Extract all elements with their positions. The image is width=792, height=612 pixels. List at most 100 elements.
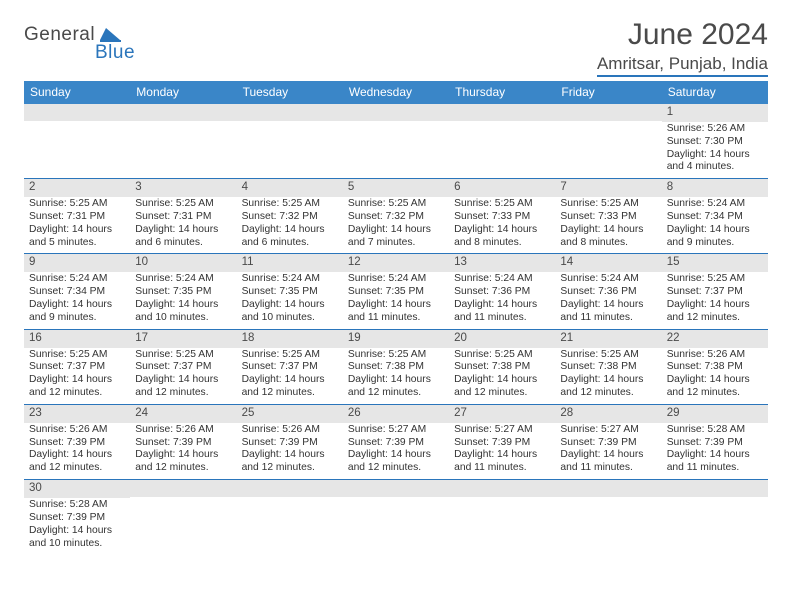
detail-line: Sunrise: 5:26 AM [242, 424, 339, 437]
detail-line: Daylight: 14 hours [242, 224, 339, 237]
day-number: 24 [130, 405, 236, 423]
day-1: 1Sunrise: 5:26 AMSunset: 7:30 PMDaylight… [662, 104, 768, 178]
detail-line: Sunset: 7:33 PM [560, 211, 657, 224]
day-number: 12 [343, 254, 449, 272]
weekday-wednesday: Wednesday [343, 81, 449, 104]
header: General Blue June 2024 Amritsar, Punjab,… [24, 18, 768, 77]
detail-line: Sunrise: 5:28 AM [29, 499, 126, 512]
day-number [662, 480, 768, 497]
day-number [555, 104, 661, 121]
day-number: 23 [24, 405, 130, 423]
day-details: Sunrise: 5:25 AMSunset: 7:37 PMDaylight:… [237, 348, 343, 402]
day-number: 13 [449, 254, 555, 272]
detail-line: Sunrise: 5:26 AM [667, 349, 764, 362]
detail-line: Sunrise: 5:27 AM [560, 424, 657, 437]
detail-line: and 12 minutes. [348, 387, 445, 400]
detail-line: Sunset: 7:39 PM [135, 437, 232, 450]
week-row: 9Sunrise: 5:24 AMSunset: 7:34 PM Daylight… [24, 254, 768, 329]
day-details: Sunrise: 5:25 AMSunset: 7:31 PMDaylight:… [24, 197, 130, 251]
detail-line: Daylight: 14 hours [242, 299, 339, 312]
detail-line: and 11 minutes. [348, 312, 445, 325]
weekday-header: SundayMondayTuesdayWednesdayThursdayFrid… [24, 81, 768, 104]
detail-line: Sunset: 7:38 PM [454, 361, 551, 374]
detail-line: Daylight: 14 hours [454, 224, 551, 237]
detail-line: Sunrise: 5:26 AM [29, 424, 126, 437]
day-20: 20Sunrise: 5:25 AMSunset: 7:38 PMDayligh… [449, 330, 555, 404]
day-25: 25Sunrise: 5:26 AMSunset: 7:39 PMDayligh… [237, 405, 343, 479]
day-details: Sunrise: 5:26 AMSunset: 7:39 PMDaylight:… [237, 423, 343, 477]
week-row: 2Sunrise: 5:25 AMSunset: 7:31 PMDaylight… [24, 179, 768, 254]
logo-text-blue: Blue [95, 42, 135, 64]
day-details: Sunrise: 5:25 AMSunset: 7:32 PMDaylight:… [343, 197, 449, 251]
day-number: 26 [343, 405, 449, 423]
calendar-grid: 1 Sunrise: 5:26 AM Sunset: 7:30 PM Daylight… [24, 104, 768, 554]
day-details [24, 121, 130, 124]
day-23: 23Sunrise: 5:26 AMSunset: 7:39 PMDayligh… [24, 405, 130, 479]
title-block: June 2024 Amritsar, Punjab, India [597, 18, 768, 77]
day-empty [343, 480, 449, 554]
day-22: 22Sunrise: 5:26 AMSunset: 7:38 PMDayligh… [662, 330, 768, 404]
day-number: 8 [662, 179, 768, 197]
detail-line: Sunrise: 5:25 AM [29, 349, 126, 362]
detail-line: Sunset: 7:39 PM [29, 437, 126, 450]
day-17: 17Sunrise: 5:25 AMSunset: 7:37 PMDayligh… [130, 330, 236, 404]
day-number: 1 [662, 104, 768, 122]
detail-line: and 11 minutes. [560, 312, 657, 325]
day-details: Sunrise: 5:24 AMSunset: 7:36 PMDaylight:… [555, 272, 661, 326]
day-empty [130, 104, 236, 178]
day-number: 10 [130, 254, 236, 272]
weekday-tuesday: Tuesday [237, 81, 343, 104]
day-number: 17 [130, 330, 236, 348]
detail-line: Sunrise: 5:25 AM [242, 349, 339, 362]
detail-line: and 8 minutes. [454, 237, 551, 250]
detail-line: Sunrise: 5:25 AM [454, 198, 551, 211]
day-empty [237, 480, 343, 554]
detail-line: Daylight: 14 hours [29, 449, 126, 462]
day-number: 7 [555, 179, 661, 197]
detail-line: Daylight: 14 hours [560, 224, 657, 237]
day-details [555, 121, 661, 124]
detail-line: and 8 minutes. [560, 237, 657, 250]
detail-line: Sunrise: 5:24 AM [29, 273, 126, 286]
detail-line: Sunset: 7:30 PM [667, 136, 764, 149]
week-row: 23Sunrise: 5:26 AMSunset: 7:39 PMDayligh… [24, 405, 768, 480]
detail-line: and 5 minutes. [29, 237, 126, 250]
detail-line: Sunset: 7:39 PM [348, 437, 445, 450]
detail-line: and 12 minutes. [29, 462, 126, 475]
day-number: 28 [555, 405, 661, 423]
day-number: 25 [237, 405, 343, 423]
detail-line: and 10 minutes. [135, 312, 232, 325]
detail-line: and 12 minutes. [454, 387, 551, 400]
detail-line: Sunset: 7:34 PM [29, 286, 126, 299]
day-number: 9 [24, 254, 130, 272]
detail-line: Daylight: 14 hours [560, 449, 657, 462]
detail-line: Sunset: 7:36 PM [560, 286, 657, 299]
detail-line: Sunrise: 5:25 AM [135, 198, 232, 211]
week-row: 1Sunrise: 5:26 AMSunset: 7:30 PMDaylight… [24, 104, 768, 179]
day-number: 30 [24, 480, 130, 498]
day-number: 22 [662, 330, 768, 348]
detail-line: and 4 minutes. [667, 161, 764, 174]
day-29: 29Sunrise: 5:28 AMSunset: 7:39 PMDayligh… [662, 405, 768, 479]
detail-line: and 6 minutes. [242, 237, 339, 250]
day-details: Sunrise: 5:25 AMSunset: 7:38 PMDaylight:… [555, 348, 661, 402]
day-details: Sunrise: 5:24 AMSunset: 7:34 PMDaylight:… [662, 197, 768, 251]
detail-line: Daylight: 14 hours [667, 224, 764, 237]
detail-line: Sunset: 7:32 PM [242, 211, 339, 224]
day-details: Sunrise: 5:25 AMSunset: 7:37 PMDaylight:… [662, 272, 768, 326]
detail-line: Sunset: 7:34 PM [667, 211, 764, 224]
detail-line: Sunrise: 5:25 AM [242, 198, 339, 211]
day-empty [24, 104, 130, 178]
detail-line: and 12 minutes. [242, 462, 339, 475]
day-empty [662, 480, 768, 554]
day-number [449, 480, 555, 497]
day-number: 5 [343, 179, 449, 197]
detail-line: Daylight: 14 hours [29, 525, 126, 538]
detail-line: Daylight: 14 hours [135, 299, 232, 312]
detail-line: and 11 minutes. [454, 462, 551, 475]
day-21: 21Sunrise: 5:25 AMSunset: 7:38 PMDayligh… [555, 330, 661, 404]
day-30: 30Sunrise: 5:28 AMSunset: 7:39 PMDayligh… [24, 480, 130, 554]
day-details: Sunrise: 5:27 AMSunset: 7:39 PMDaylight:… [449, 423, 555, 477]
detail-line: Sunset: 7:33 PM [454, 211, 551, 224]
day-6: 6Sunrise: 5:25 AMSunset: 7:33 PMDaylight… [449, 179, 555, 253]
